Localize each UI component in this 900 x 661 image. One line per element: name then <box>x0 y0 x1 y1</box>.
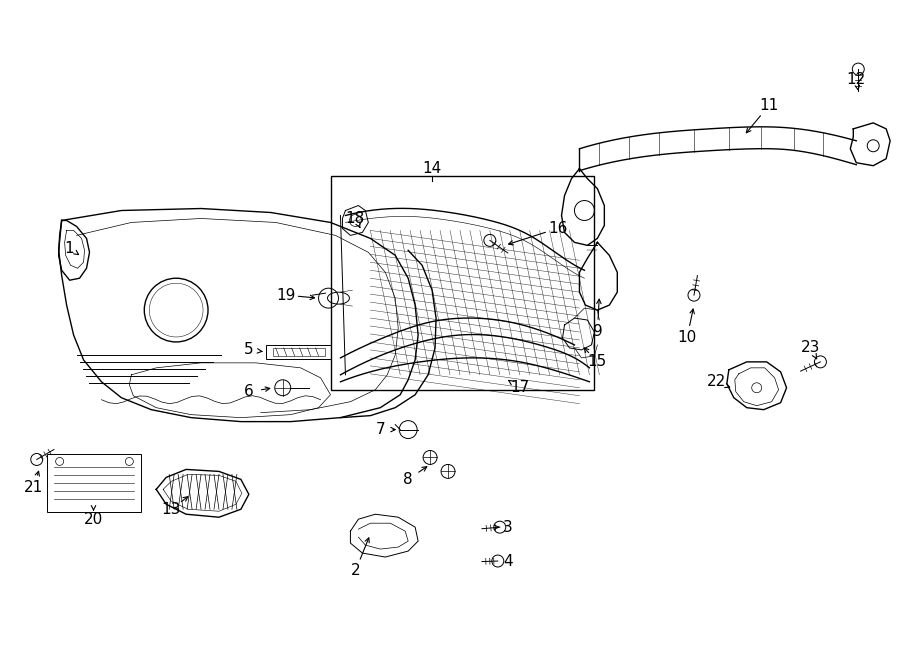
Text: 6: 6 <box>244 384 254 399</box>
Text: 1: 1 <box>65 241 75 256</box>
Text: 9: 9 <box>592 325 602 340</box>
Text: 2: 2 <box>351 563 360 578</box>
Text: 8: 8 <box>403 472 413 487</box>
Text: 18: 18 <box>346 211 365 226</box>
Bar <box>273 348 325 356</box>
Text: 20: 20 <box>84 512 104 527</box>
Text: 22: 22 <box>707 374 726 389</box>
Text: 15: 15 <box>588 354 607 369</box>
Text: 17: 17 <box>510 380 529 395</box>
Text: 14: 14 <box>422 161 442 176</box>
Text: 16: 16 <box>548 221 567 236</box>
Text: 23: 23 <box>801 340 820 356</box>
Text: 3: 3 <box>503 520 513 535</box>
Text: 21: 21 <box>24 480 43 495</box>
Bar <box>330 176 594 390</box>
Text: 12: 12 <box>847 71 866 87</box>
Text: 7: 7 <box>375 422 385 437</box>
Bar <box>47 455 141 512</box>
Text: 19: 19 <box>276 288 295 303</box>
Text: 13: 13 <box>161 502 181 517</box>
Text: 10: 10 <box>678 330 697 346</box>
Text: 4: 4 <box>503 553 513 568</box>
Bar <box>266 345 330 359</box>
Text: 5: 5 <box>244 342 254 358</box>
Text: 11: 11 <box>759 98 778 114</box>
